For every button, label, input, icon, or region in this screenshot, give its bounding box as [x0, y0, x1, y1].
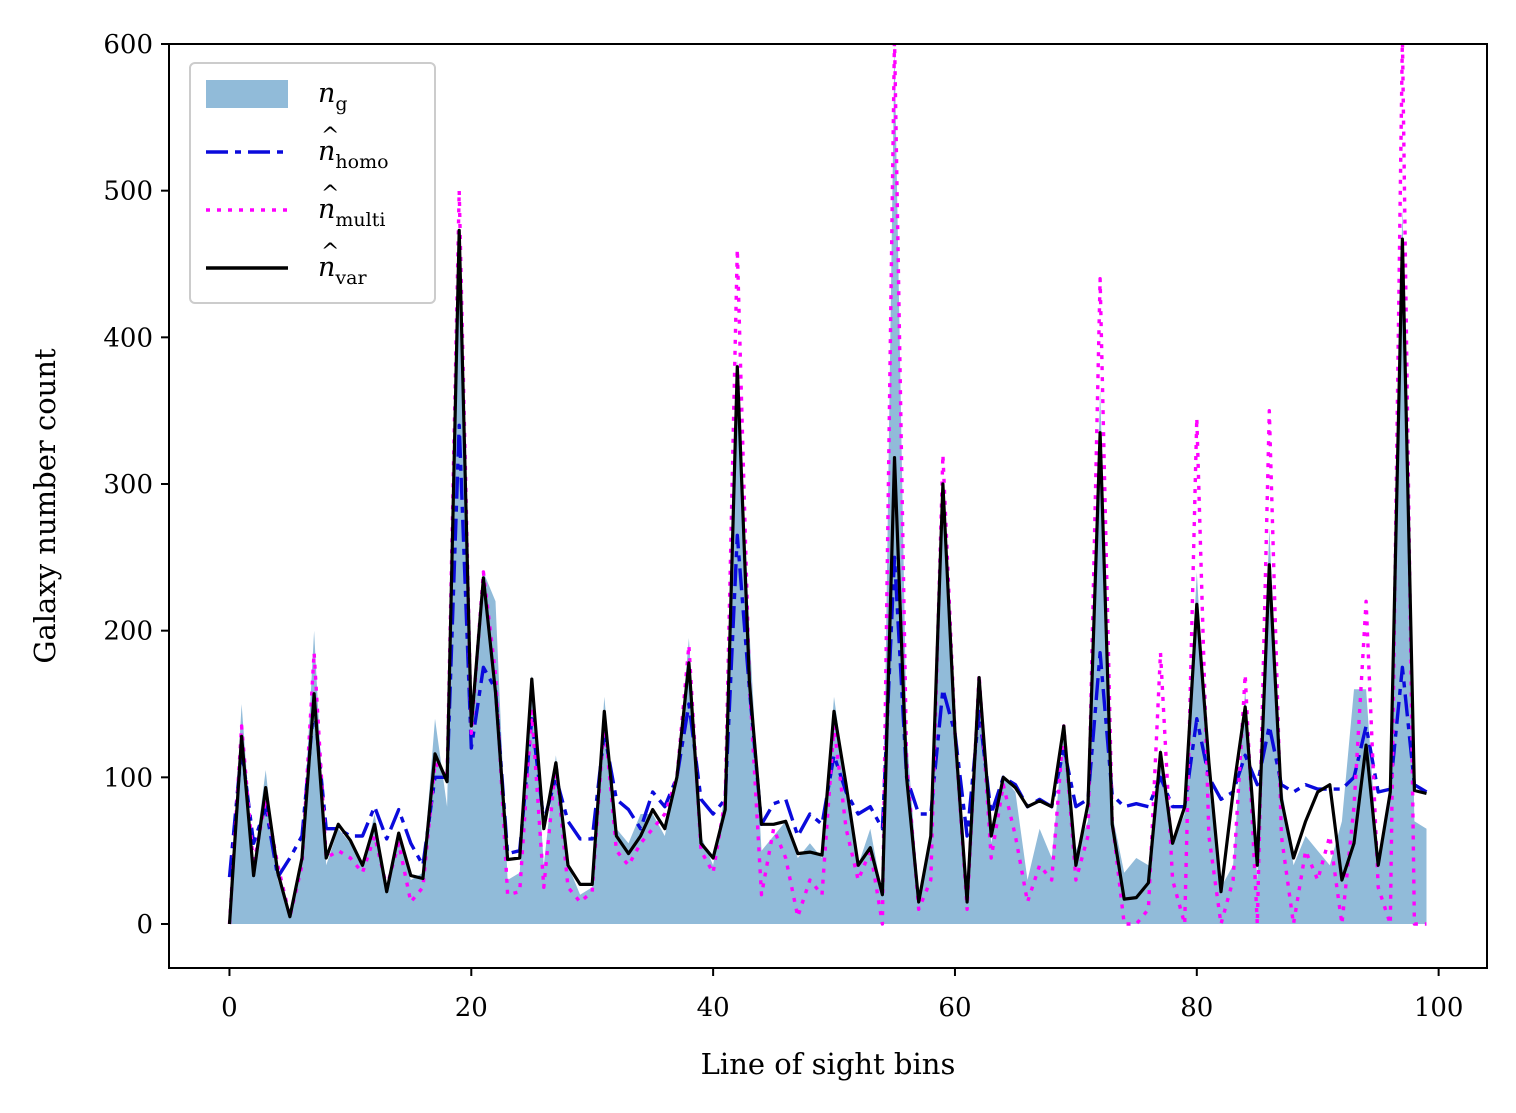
- legend-label-n_homo: nhomo: [318, 136, 389, 173]
- plot-frame: [168, 43, 1488, 969]
- legend-hat-n_multi: ^: [321, 182, 339, 207]
- legend-label-n_g: ng: [318, 78, 348, 115]
- legend-swatch-n_g: [206, 80, 288, 108]
- x-axis-title: Line of sight bins: [701, 1047, 956, 1081]
- series-n_var-line: [227, 228, 1427, 925]
- y-tick-label: 200: [103, 617, 153, 647]
- x-tick-label: 40: [697, 993, 730, 1023]
- x-tick-label: 0: [221, 993, 238, 1023]
- y-axis-title: Galaxy number count: [28, 348, 62, 664]
- x-tick-label: 20: [455, 993, 488, 1023]
- y-tick-label: 400: [103, 323, 153, 353]
- series-layer: [227, 44, 1428, 926]
- y-tick-label: 500: [103, 177, 153, 207]
- y-tick-label: 600: [103, 30, 153, 60]
- y-tick-label: 0: [136, 910, 153, 940]
- y-tick-label: 100: [103, 763, 153, 793]
- legend-label-n_var: nvar: [318, 252, 367, 289]
- legend-hat-n_homo: ^: [321, 124, 339, 149]
- y-tick-label: 300: [103, 470, 153, 500]
- ticks-layer: 0 20 40 60 80 100 0 100 200 300 400 500 600: [103, 30, 1463, 1023]
- legend-box: [189, 62, 436, 304]
- x-tick-label: 60: [938, 993, 971, 1023]
- x-tick-label: 80: [1180, 993, 1213, 1023]
- legend-hat-n_var: ^: [321, 240, 339, 265]
- x-tick-label: 100: [1414, 993, 1464, 1023]
- legend-label-n_multi: nmulti: [318, 194, 385, 231]
